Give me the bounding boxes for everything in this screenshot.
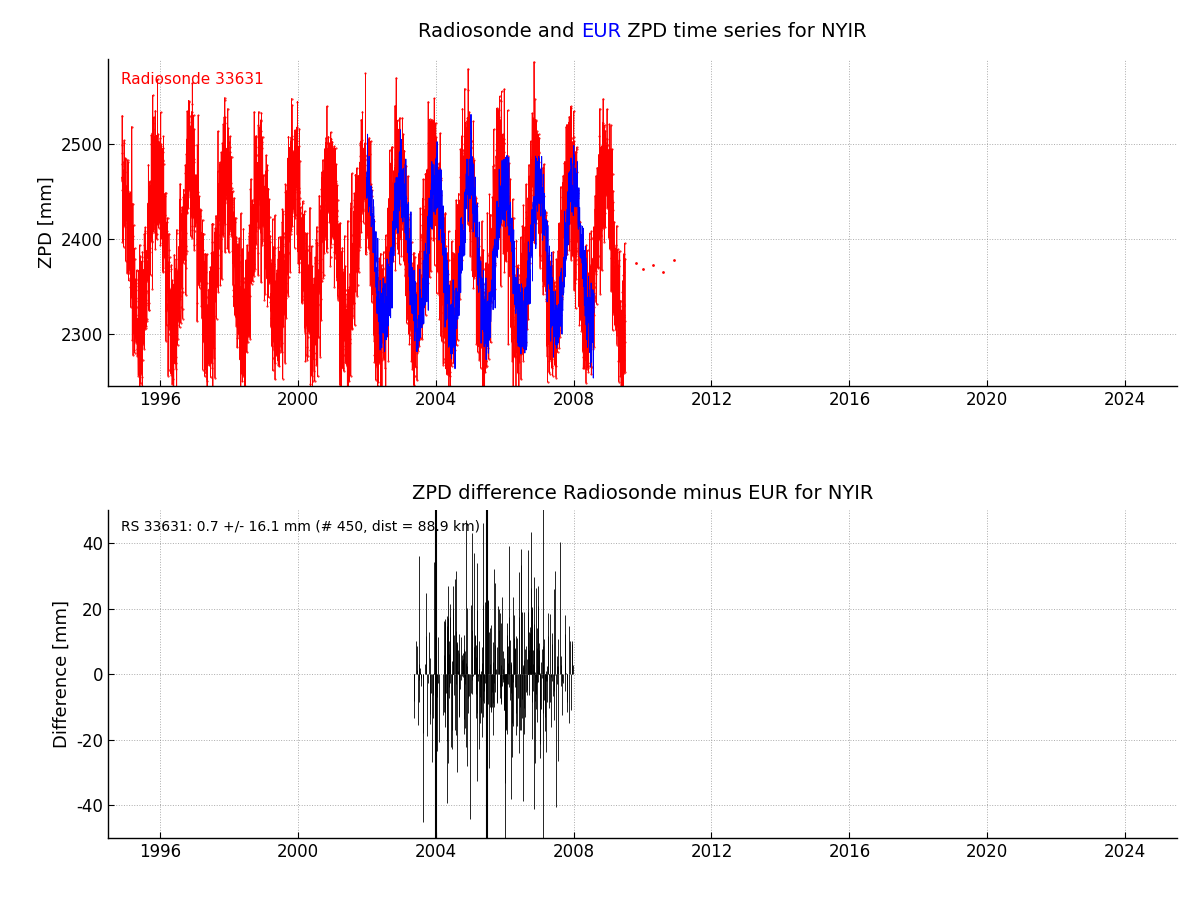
Y-axis label: ZPD [mm]: ZPD [mm] [37,177,55,268]
Text: RS 33631: 0.7 +/- 16.1 mm (# 450, dist = 88.9 km): RS 33631: 0.7 +/- 16.1 mm (# 450, dist =… [121,520,480,534]
Y-axis label: Difference [mm]: Difference [mm] [53,600,71,748]
Text: ZPD time series for NYIR: ZPD time series for NYIR [621,22,867,41]
Text: Radiosonde and: Radiosonde and [418,22,581,41]
Text: Radiosonde 33631: Radiosonde 33631 [121,72,264,86]
Title: ZPD difference Radiosonde minus EUR for NYIR: ZPD difference Radiosonde minus EUR for … [412,485,873,504]
Text: EUR: EUR [581,22,621,41]
